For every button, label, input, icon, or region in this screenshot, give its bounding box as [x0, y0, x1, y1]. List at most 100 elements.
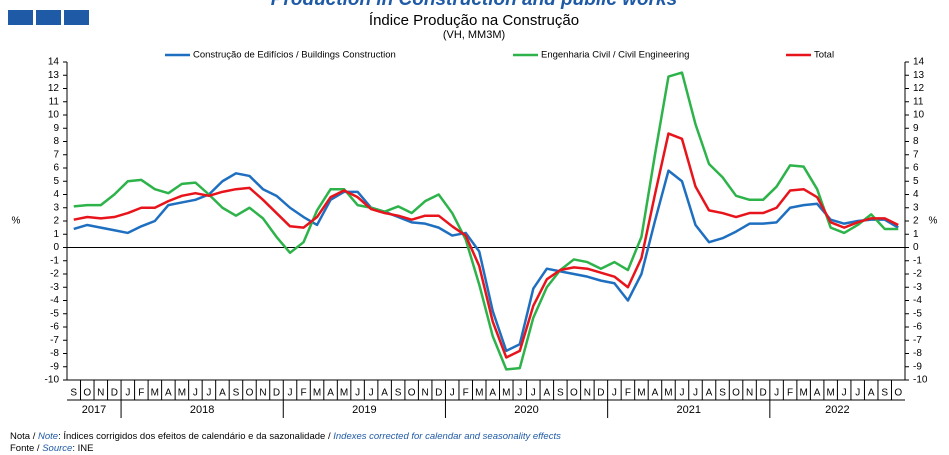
source-part: Source: [42, 443, 72, 454]
x-tick-label: J: [355, 388, 360, 399]
y2-tick-label: 14: [913, 57, 925, 68]
x-tick-label: O: [894, 388, 902, 399]
x-tick-label: O: [83, 388, 91, 399]
y-tick-label: 4: [53, 189, 59, 200]
note-part: : Índices corrigidos dos efeitos de cale…: [58, 431, 333, 442]
x-tick-label: S: [395, 388, 402, 399]
chart-title: Índice Produção na Construção: [369, 12, 579, 29]
x-tick-label: A: [489, 388, 496, 399]
y-tick-label: -3: [50, 282, 59, 293]
legend-label: Total: [814, 50, 834, 61]
y2-tick-label: -3: [913, 282, 922, 293]
x-tick-label: D: [759, 388, 766, 399]
y-tick-label: 0: [53, 242, 59, 253]
x-tick-label: M: [475, 388, 483, 399]
x-tick-label: M: [637, 388, 645, 399]
year-label: 2022: [825, 404, 849, 416]
x-tick-label: J: [774, 388, 779, 399]
y2-tick-label: 1: [913, 229, 919, 240]
source: Fonte / Source: INE: [10, 443, 93, 454]
y2-tick-label: 2: [913, 216, 919, 227]
year-label: 2019: [352, 404, 376, 416]
y-tick-label: -9: [50, 361, 59, 372]
x-tick-label: J: [288, 388, 293, 399]
y-tick-label: 11: [49, 96, 60, 107]
series-line: [73, 71, 899, 371]
y2-tick-label: -2: [913, 269, 922, 280]
x-tick-label: J: [517, 388, 522, 399]
y2-tick-label: -5: [913, 308, 922, 319]
year-label: 2017: [82, 404, 106, 416]
x-tick-label: A: [868, 388, 875, 399]
x-tick-label: M: [151, 388, 159, 399]
x-tick-label: A: [165, 388, 172, 399]
y-tick-label: 13: [48, 70, 60, 81]
x-tick-label: N: [422, 388, 429, 399]
x-tick-label: S: [557, 388, 564, 399]
x-tick-label: D: [111, 388, 118, 399]
legend-label: Engenharia Civil / Civil Engineering: [541, 50, 689, 61]
x-tick-label: M: [664, 388, 672, 399]
y2-tick-label: -1: [913, 255, 922, 266]
logo: [8, 10, 89, 25]
x-tick-label: O: [570, 388, 578, 399]
x-tick-label: A: [652, 388, 659, 399]
x-tick-label: F: [300, 388, 306, 399]
year-label: 2020: [514, 404, 538, 416]
x-tick-label: A: [219, 388, 226, 399]
x-tick-label: S: [233, 388, 240, 399]
x-tick-label: J: [369, 388, 374, 399]
y2-tick-label: -9: [913, 361, 922, 372]
x-tick-label: N: [746, 388, 753, 399]
x-tick-label: D: [273, 388, 280, 399]
y2-tick-label: 11: [913, 96, 924, 107]
x-tick-label: M: [826, 388, 834, 399]
y-tick-label: -7: [50, 335, 59, 346]
y2-tick-label: 4: [913, 189, 919, 200]
legend-label: Construção de Edifícios / Buildings Cons…: [193, 50, 396, 61]
x-tick-label: J: [855, 388, 860, 399]
x-tick-label: O: [732, 388, 740, 399]
x-tick-label: J: [531, 388, 536, 399]
x-tick-label: A: [327, 388, 334, 399]
y-tick-label: -8: [50, 348, 59, 359]
y-tick-label: 7: [53, 149, 59, 160]
chart-subtitle: (VH, MM3M): [443, 29, 505, 41]
note-part: Note: [38, 431, 58, 442]
series-line: [73, 132, 899, 359]
x-tick-label: S: [881, 388, 888, 399]
y-tick-label: 10: [48, 110, 60, 121]
y2-tick-label: -8: [913, 348, 922, 359]
header-title: Production in Construction and public wo…: [271, 0, 677, 10]
y-tick-label: 6: [53, 163, 59, 174]
y-tick-label: -6: [50, 322, 59, 333]
y2-tick-label: -6: [913, 322, 922, 333]
y2-tick-label: -7: [913, 335, 922, 346]
year-label: 2018: [190, 404, 214, 416]
x-tick-label: J: [693, 388, 698, 399]
x-tick-label: M: [178, 388, 186, 399]
x-tick-label: A: [706, 388, 713, 399]
x-tick-label: O: [246, 388, 254, 399]
y-tick-label: 5: [53, 176, 59, 187]
y2-tick-label: 10: [913, 110, 925, 121]
y-tick-label: -5: [50, 308, 59, 319]
y-tick-label: -4: [50, 295, 59, 306]
x-tick-label: J: [206, 388, 211, 399]
x-tick-label: J: [679, 388, 684, 399]
y-tick-label: 8: [53, 136, 59, 147]
y-tick-label: 14: [48, 57, 60, 68]
x-tick-label: M: [799, 388, 807, 399]
x-tick-label: S: [70, 388, 77, 399]
x-tick-label: M: [313, 388, 321, 399]
x-tick-label: N: [97, 388, 104, 399]
note: Nota / Note: Índices corrigidos dos efei…: [10, 431, 561, 442]
y-tick-label: 1: [53, 229, 59, 240]
y2-tick-label: 12: [913, 83, 925, 94]
y2-tick-label: 8: [913, 136, 919, 147]
x-tick-label: J: [193, 388, 198, 399]
x-tick-label: N: [584, 388, 591, 399]
y2-tick-label: 9: [913, 123, 919, 134]
